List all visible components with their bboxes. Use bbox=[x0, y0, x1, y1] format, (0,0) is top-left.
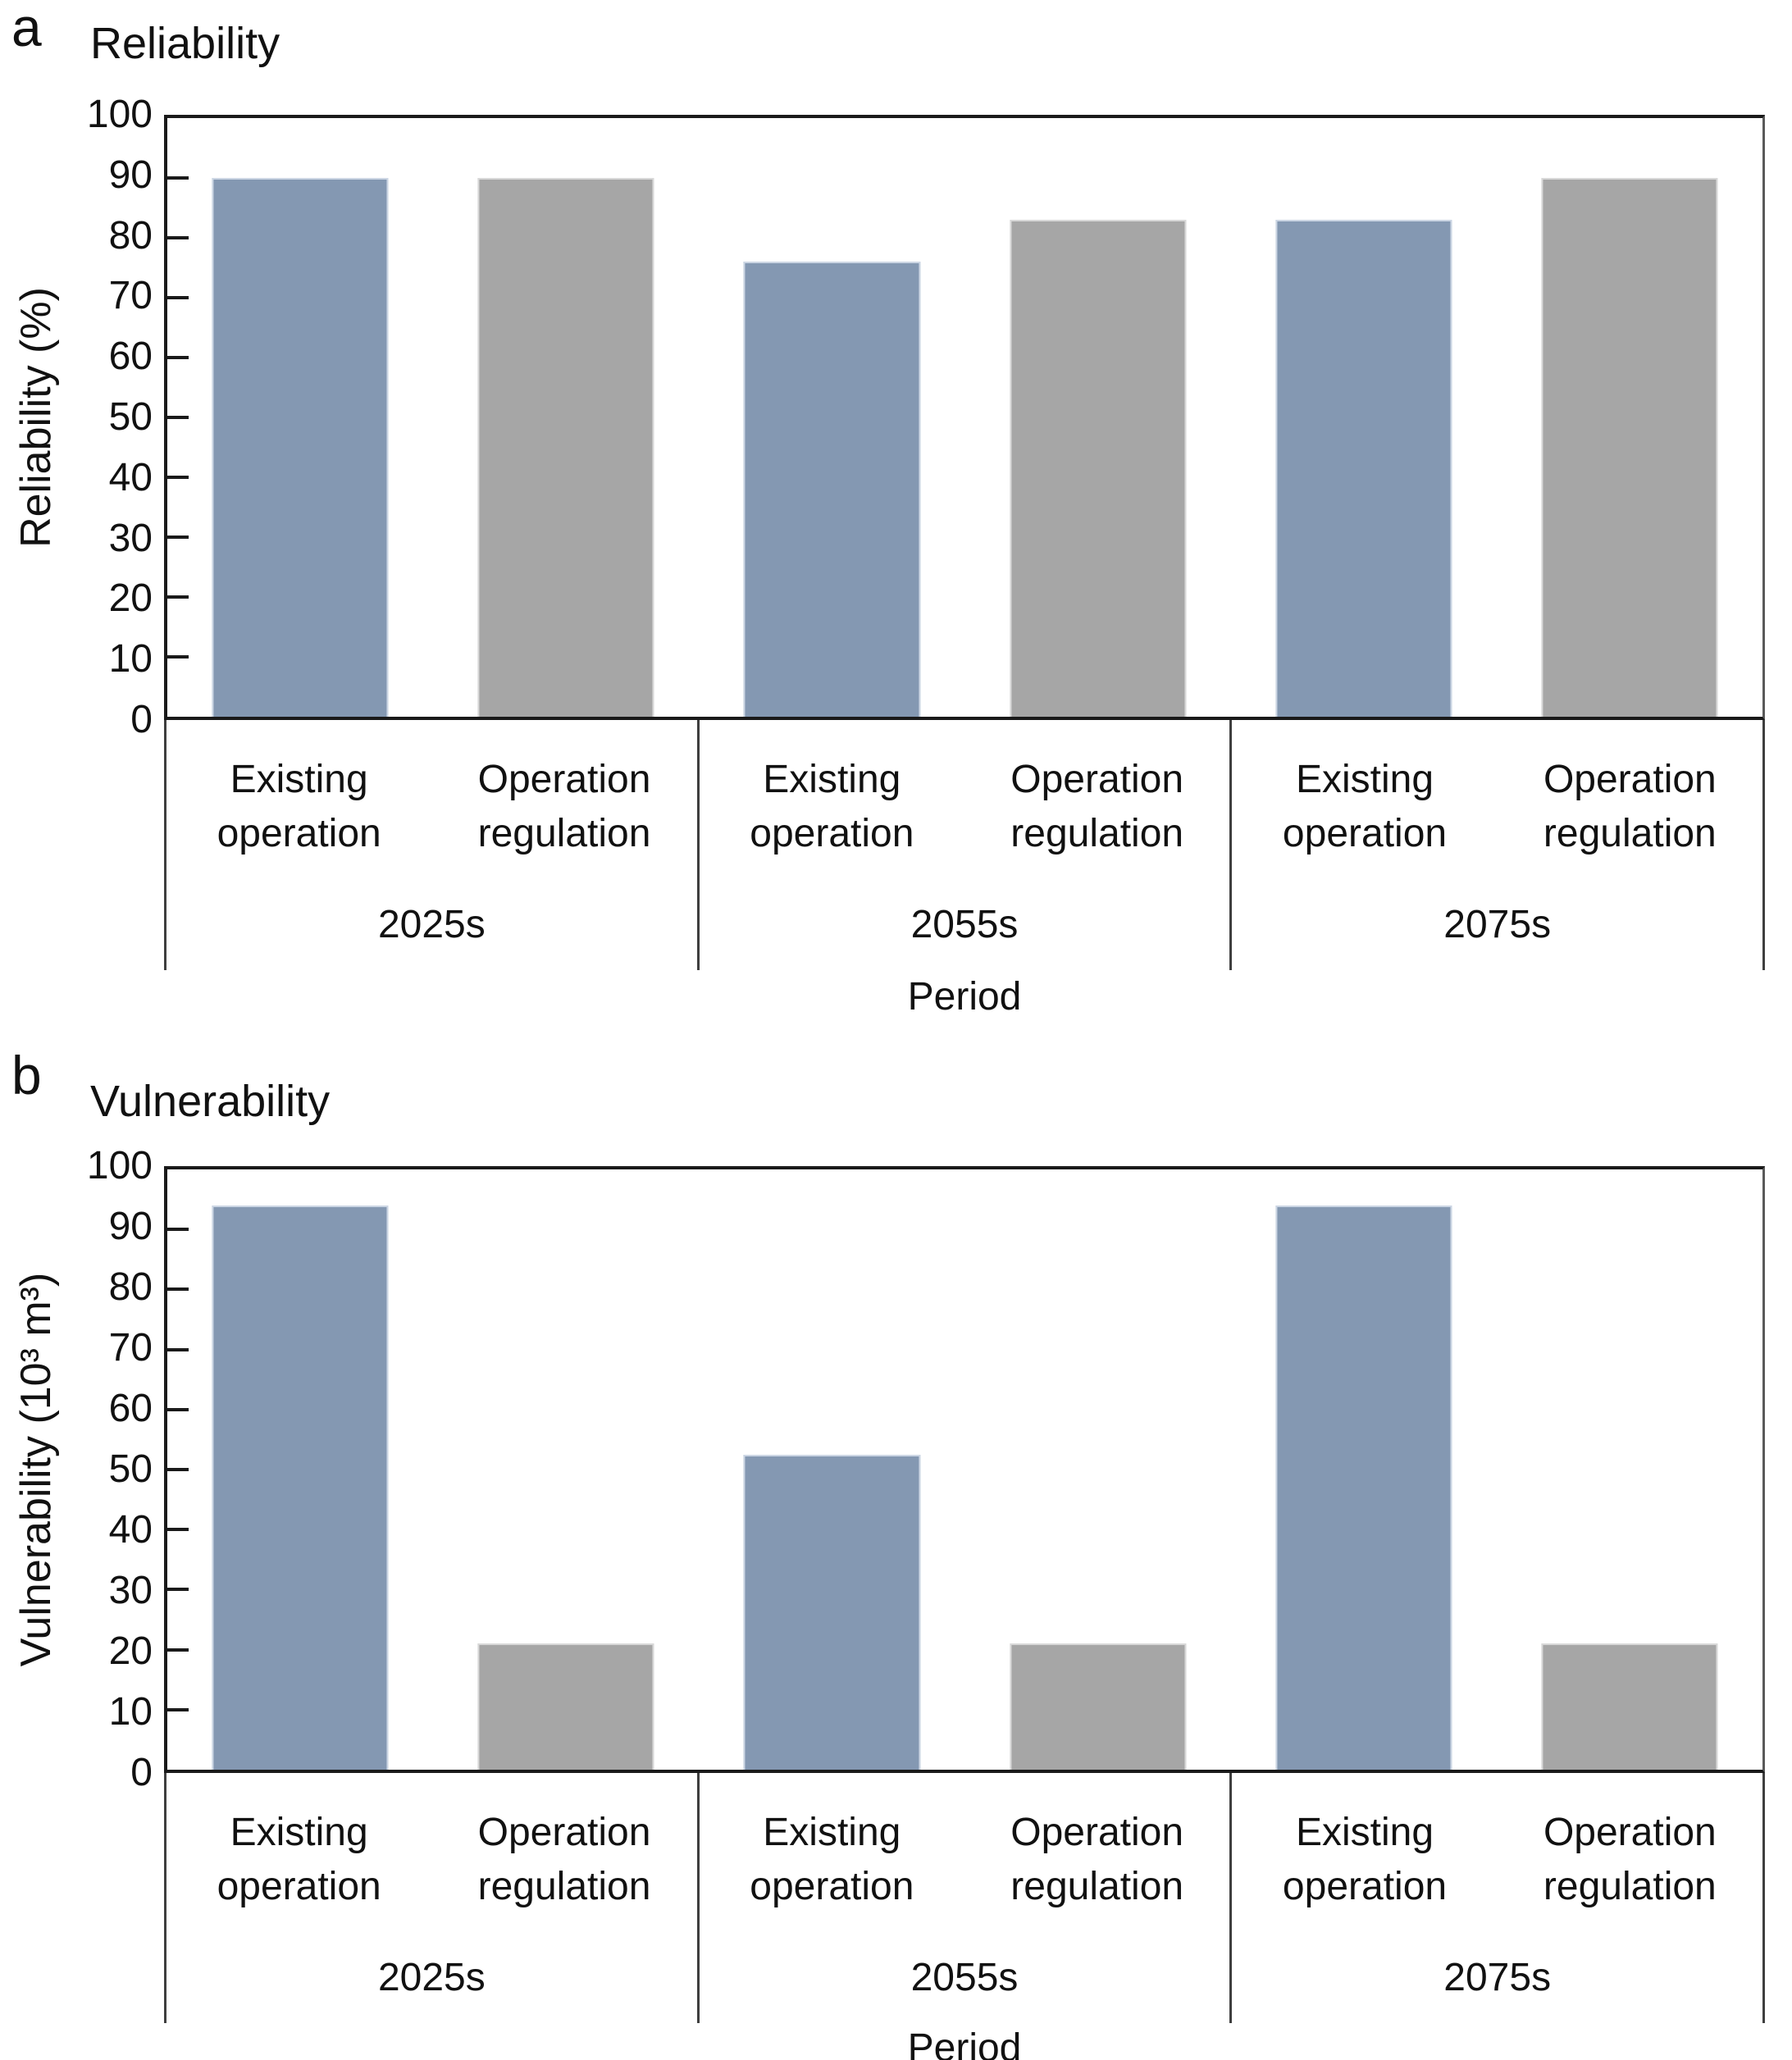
y-tick-mark bbox=[167, 1468, 189, 1471]
period-group-2055s: Existing operation Operation regulation 2055… bbox=[696, 1773, 1230, 2023]
category-label: Existing operation bbox=[217, 758, 381, 855]
y-tick-mark bbox=[167, 1707, 189, 1711]
operation-regulation-bar-2055s bbox=[1010, 1643, 1187, 1770]
category-label: Operation regulation bbox=[1010, 1811, 1184, 1908]
y-tick-label: 90 bbox=[108, 153, 153, 197]
period-label: 2075s bbox=[1443, 1956, 1552, 1999]
panel-a-plot-area bbox=[164, 115, 1765, 720]
panel-a-title: Reliability bbox=[90, 19, 280, 68]
panel-a-y-tick-labels: 0 10 20 30 40 50 60 70 80 90 100 bbox=[0, 95, 153, 740]
y-tick-label: 90 bbox=[108, 1205, 153, 1248]
y-tick-label: 10 bbox=[108, 1690, 153, 1734]
y-tick-mark bbox=[167, 176, 189, 180]
y-tick-label: 100 bbox=[86, 1144, 153, 1187]
period-group-2025s: Existing operation Operation regulation 2025… bbox=[164, 720, 697, 970]
existing-operation-bar-2075s bbox=[1275, 1205, 1452, 1770]
y-tick-label: 0 bbox=[130, 1751, 153, 1794]
y-tick-mark bbox=[167, 1407, 189, 1411]
category-label: Operation regulation bbox=[1010, 758, 1184, 855]
y-tick-mark bbox=[167, 1528, 189, 1532]
y-tick-label: 80 bbox=[108, 213, 153, 258]
y-tick-label: 70 bbox=[108, 1326, 153, 1370]
period-group-2055s: Existing operation Operation regulation 2055… bbox=[696, 720, 1230, 970]
y-tick-mark bbox=[167, 236, 189, 239]
y-tick-label: 20 bbox=[108, 1629, 153, 1673]
y-tick-label: 50 bbox=[108, 1447, 153, 1491]
y-tick-label: 30 bbox=[108, 516, 153, 560]
category-label: Existing operation bbox=[750, 1811, 914, 1908]
y-tick-label: 40 bbox=[108, 455, 153, 499]
period-label: 2055s bbox=[910, 903, 1019, 946]
period-label: 2025s bbox=[377, 1956, 486, 1999]
operation-regulation-bar-2055s bbox=[1010, 220, 1187, 717]
period-label: 2075s bbox=[1443, 903, 1552, 946]
category-label: Existing operation bbox=[1282, 758, 1448, 855]
y-tick-label: 0 bbox=[130, 698, 153, 741]
panel-b-x-axis-title: Period bbox=[907, 2026, 1022, 2060]
y-tick-mark bbox=[167, 536, 189, 539]
operation-regulation-bar-2075s bbox=[1541, 178, 1718, 717]
period-group-2075s: Existing operation Operation regulation 2075… bbox=[1229, 1773, 1766, 2023]
period-group-2075s: Existing operation Operation regulation 2075… bbox=[1229, 720, 1766, 970]
category-label: Existing operation bbox=[217, 1811, 381, 1908]
panel-a-x-axis-title: Period bbox=[907, 975, 1022, 1019]
operation-regulation-bar-2025s bbox=[477, 178, 654, 717]
y-tick-mark bbox=[167, 1648, 189, 1652]
y-tick-mark bbox=[167, 416, 189, 419]
existing-operation-bar-2025s bbox=[212, 178, 389, 717]
operation-regulation-bar-2025s bbox=[477, 1643, 654, 1770]
panel-b-title: Vulnerability bbox=[90, 1077, 331, 1126]
y-tick-label: 100 bbox=[86, 93, 153, 136]
y-tick-label: 70 bbox=[108, 274, 153, 318]
y-tick-label: 10 bbox=[108, 637, 153, 681]
y-tick-label: 30 bbox=[108, 1569, 153, 1612]
y-tick-label: 60 bbox=[108, 335, 153, 379]
panel-a-letter: a bbox=[11, 0, 42, 57]
y-tick-label: 20 bbox=[108, 577, 153, 621]
y-tick-mark bbox=[167, 1347, 189, 1351]
existing-operation-bar-2025s bbox=[212, 1205, 389, 1770]
period-label: 2025s bbox=[377, 903, 486, 946]
y-tick-mark bbox=[167, 655, 189, 659]
period-group-2025s: Existing operation Operation regulation 2025… bbox=[164, 1773, 697, 2023]
y-tick-label: 40 bbox=[108, 1508, 153, 1552]
y-tick-mark bbox=[167, 1288, 189, 1292]
panel-a-x-axis-labels: Existing operation Operation regulation 2025… bbox=[164, 720, 1766, 970]
category-label: Operation regulation bbox=[1543, 758, 1717, 855]
operation-regulation-bar-2075s bbox=[1541, 1643, 1718, 1770]
panel-b-plot-area bbox=[164, 1166, 1765, 1773]
y-tick-mark bbox=[167, 1588, 189, 1592]
existing-operation-bar-2055s bbox=[743, 1454, 920, 1770]
y-tick-mark bbox=[167, 356, 189, 359]
category-label: Existing operation bbox=[1282, 1811, 1448, 1908]
existing-operation-bar-2075s bbox=[1275, 220, 1452, 717]
y-tick-mark bbox=[167, 1228, 189, 1232]
y-tick-label: 80 bbox=[108, 1265, 153, 1309]
category-label: Operation regulation bbox=[477, 1811, 651, 1908]
y-tick-label: 50 bbox=[108, 395, 153, 439]
panel-b-y-tick-labels: 0 10 20 30 40 50 60 70 80 90 100 bbox=[0, 1146, 153, 1793]
category-label: Operation regulation bbox=[477, 758, 651, 855]
panel-b-letter: b bbox=[11, 1045, 42, 1105]
category-label: Operation regulation bbox=[1543, 1811, 1717, 1908]
y-tick-mark bbox=[167, 476, 189, 479]
y-tick-mark bbox=[167, 296, 189, 299]
panel-b-x-axis-labels: Existing operation Operation regulation 2025… bbox=[164, 1773, 1766, 2023]
y-tick-label: 60 bbox=[108, 1387, 153, 1430]
category-label: Existing operation bbox=[750, 758, 914, 855]
y-tick-mark bbox=[167, 595, 189, 599]
existing-operation-bar-2055s bbox=[743, 262, 920, 717]
period-label: 2055s bbox=[910, 1956, 1019, 1999]
